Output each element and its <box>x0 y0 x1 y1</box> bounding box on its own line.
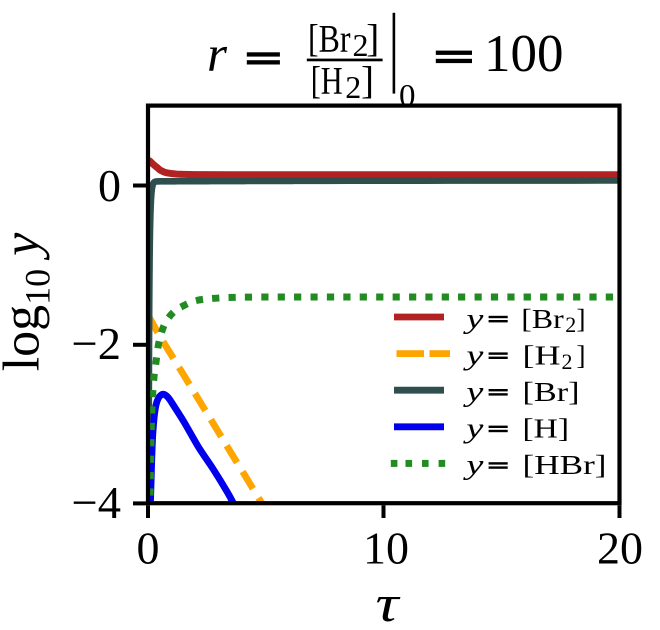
svg-text:2: 2 <box>345 69 361 105</box>
svg-text:]: ] <box>576 303 585 334</box>
svg-text:y: y <box>462 450 484 481</box>
svg-text:100: 100 <box>484 25 564 83</box>
svg-text:2: 2 <box>565 312 576 337</box>
svg-text:y: y <box>462 377 484 408</box>
svg-text:τ: τ <box>376 576 402 630</box>
svg-text:0: 0 <box>137 523 160 574</box>
svg-text:[H]: [H] <box>523 413 570 444</box>
svg-text:[H: [H <box>311 60 343 103</box>
svg-text:0: 0 <box>399 77 416 113</box>
svg-text:[Br: [Br <box>521 303 564 334</box>
svg-text:y: y <box>462 304 484 335</box>
svg-text:]: ] <box>366 18 379 61</box>
svg-text:]: ] <box>576 339 585 370</box>
svg-text:]: ] <box>361 60 374 103</box>
svg-text:10: 10 <box>363 523 409 574</box>
svg-text:0: 0 <box>98 160 121 211</box>
svg-text:r: r <box>207 27 227 83</box>
svg-text:−2: −2 <box>72 318 122 369</box>
svg-text:20: 20 <box>597 523 643 574</box>
svg-text:[Br: [Br <box>308 18 351 61</box>
svg-text:2: 2 <box>353 27 369 63</box>
svg-text:2: 2 <box>562 349 573 374</box>
svg-text:[Br]: [Br] <box>523 376 580 407</box>
svg-text:[HBr]: [HBr] <box>523 449 607 480</box>
svg-text:y: y <box>462 340 484 371</box>
svg-text:y: y <box>462 414 484 445</box>
svg-text:[H: [H <box>523 339 561 370</box>
svg-text:−4: −4 <box>72 477 122 528</box>
svg-text:log10 y: log10 y <box>0 232 58 371</box>
